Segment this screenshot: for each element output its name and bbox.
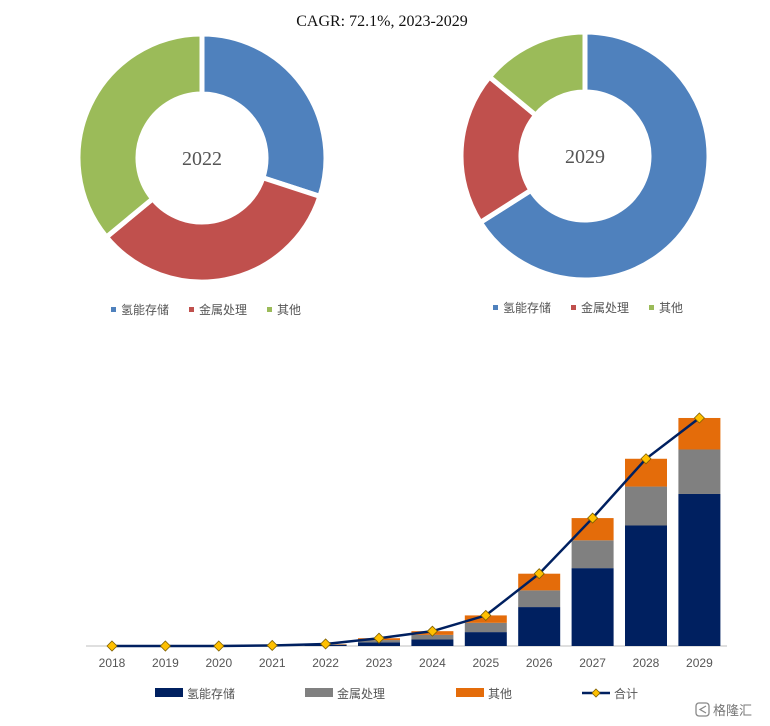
x-tick-label: 2024 [419, 656, 446, 670]
watermark-text: 格隆汇 [713, 703, 752, 719]
total-marker-2027 [587, 512, 599, 524]
bar-1-2028 [625, 525, 667, 646]
bar-2-2025 [464, 622, 507, 633]
bar-1-2027 [571, 568, 614, 646]
x-tick-label: 2028 [633, 656, 660, 670]
total-marker-2023 [373, 632, 385, 644]
total-marker-2019 [159, 640, 171, 652]
donut-slice-3 [75, 31, 205, 241]
legend-label: 金属处理 [199, 302, 247, 317]
legend-swatch [267, 307, 272, 312]
legend-marker-swatch [591, 688, 601, 698]
bar-1-2025 [464, 632, 507, 646]
legend-swatch [456, 688, 484, 697]
x-tick-label: 2027 [579, 656, 606, 670]
x-tick-label: 2019 [152, 656, 179, 670]
bar-2-2024 [411, 634, 454, 640]
legend-swatch [305, 688, 333, 697]
legend-label: 金属处理 [337, 686, 385, 701]
legend-label: 其他 [488, 687, 512, 701]
logo-icon [695, 702, 710, 717]
bar-3-2027 [571, 518, 614, 541]
logo-icon-mark [698, 705, 707, 714]
total-marker-2028 [640, 453, 652, 465]
total-marker-2018 [106, 640, 118, 652]
donut-chart-2029: 2029 [458, 29, 712, 283]
bar-1-2023 [358, 642, 400, 646]
total-marker-2029 [693, 412, 705, 424]
bar-2-2027 [571, 540, 614, 569]
legend-label: 其他 [277, 303, 301, 317]
legend-swatch [155, 688, 183, 697]
bar-1-2024 [411, 639, 454, 646]
donut-legend-2022: 氢能存储 金属处理 其他 [111, 302, 301, 317]
bar-1-2026 [518, 607, 561, 646]
legend-swatch [493, 305, 498, 310]
total-marker-2025 [480, 609, 492, 621]
total-marker-2024 [426, 625, 438, 637]
x-tick-label: 2026 [526, 656, 553, 670]
donut-center-label: 2022 [182, 148, 222, 170]
legend-label: 其他 [659, 301, 683, 315]
chart-title: CAGR: 72.1%, 2023-2029 [296, 13, 468, 30]
x-tick-label: 2021 [259, 656, 286, 670]
donut-slice-1 [476, 29, 712, 283]
legend-label: 氢能存储 [187, 686, 235, 701]
total-marker-2022 [320, 638, 332, 650]
donut-chart-2022: 2022 [75, 31, 329, 285]
legend-swatch [649, 305, 654, 310]
legend-swatch [571, 305, 576, 310]
donut-slice-1 [199, 31, 329, 200]
bar-1-2029 [678, 493, 721, 646]
x-tick-label: 2022 [312, 656, 339, 670]
donut-slice-2 [102, 174, 324, 285]
bar-chart-legend: 氢能存储 金属处理 其他 合计 [155, 686, 638, 701]
legend-label: 金属处理 [581, 300, 629, 315]
x-tick-label: 2020 [205, 656, 232, 670]
total-marker-2026 [533, 568, 545, 580]
x-tick-label: 2018 [99, 656, 126, 670]
legend-label: 氢能存储 [503, 300, 551, 315]
bar-2-2029 [678, 449, 721, 494]
watermark-logo: 格隆汇 [695, 702, 752, 719]
legend-swatch [189, 307, 194, 312]
x-tick-label: 2025 [472, 656, 499, 670]
legend-label: 氢能存储 [121, 302, 169, 317]
x-tick-label: 2023 [366, 656, 393, 670]
total-line [112, 416, 701, 648]
donut-slice-3 [485, 29, 588, 119]
total-marker-2021 [266, 639, 278, 652]
bar-2-2028 [625, 486, 667, 526]
bar-2-2026 [518, 590, 561, 608]
legend-label: 合计 [614, 686, 638, 701]
legend-swatch [111, 307, 116, 312]
x-tick-label: 2029 [686, 656, 713, 670]
stacked-bar-chart: 2018 2019 2020 2021 2022 2023 2024 2025 2026 2027… [86, 412, 727, 670]
bar-3-2026 [518, 573, 561, 591]
donut-center-label: 2029 [565, 146, 605, 168]
total-marker-2020 [213, 640, 225, 652]
donut-legend-2029: 氢能存储 金属处理 其他 [493, 300, 683, 315]
